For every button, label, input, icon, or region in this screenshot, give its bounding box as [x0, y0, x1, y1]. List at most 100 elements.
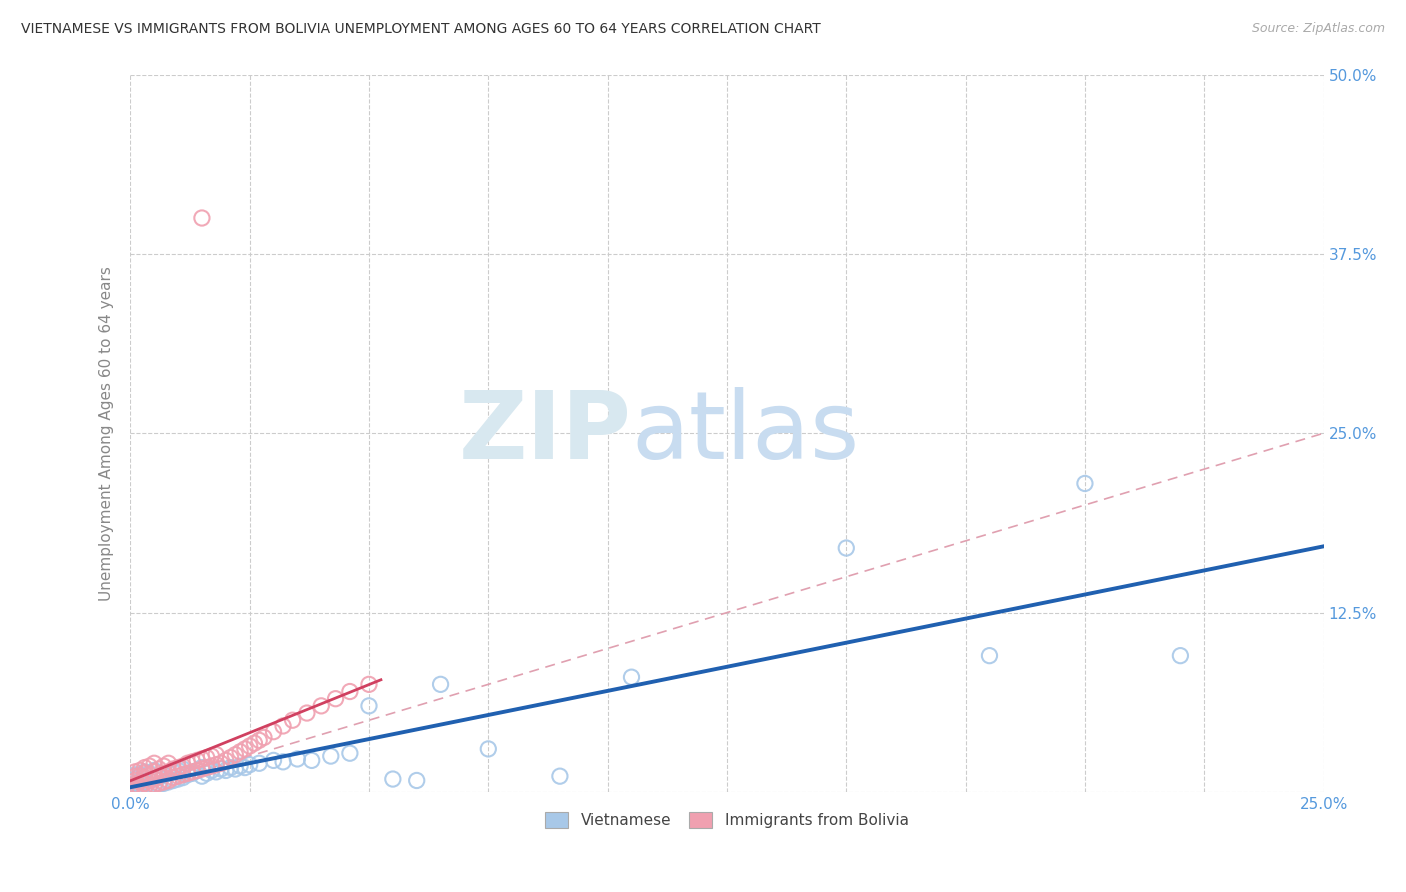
Point	[148, 769, 170, 783]
Text: ZIP: ZIP	[458, 387, 631, 479]
Point	[124, 773, 146, 788]
Point	[239, 757, 262, 772]
Point	[124, 769, 146, 783]
Point	[148, 762, 170, 776]
Point	[148, 776, 170, 790]
Point	[224, 747, 246, 762]
Point	[167, 764, 190, 778]
Point	[191, 211, 214, 225]
Point	[200, 749, 222, 764]
Point	[191, 769, 214, 783]
Point	[357, 698, 380, 713]
Point	[295, 706, 318, 720]
Point	[152, 759, 174, 773]
Point	[319, 749, 342, 764]
Point	[429, 677, 451, 691]
Point	[128, 780, 150, 795]
Point	[138, 779, 160, 793]
Point	[281, 713, 304, 727]
Point	[477, 742, 499, 756]
Point	[405, 773, 427, 788]
Point	[124, 780, 146, 795]
Point	[134, 771, 156, 785]
Point	[205, 764, 228, 779]
Point	[120, 785, 142, 799]
Point	[229, 759, 252, 773]
Point	[357, 677, 380, 691]
Point	[128, 778, 150, 792]
Point	[263, 724, 285, 739]
Point	[263, 753, 285, 767]
Point	[152, 775, 174, 789]
Point	[143, 764, 166, 778]
Point	[124, 772, 146, 786]
Point	[209, 762, 232, 776]
Point	[134, 780, 156, 795]
Point	[162, 773, 184, 788]
Point	[205, 747, 228, 762]
Point	[253, 731, 276, 745]
Point	[224, 762, 246, 776]
Point	[200, 764, 222, 778]
Point	[134, 766, 156, 780]
Point	[233, 742, 256, 756]
Point	[200, 759, 222, 773]
Point	[128, 775, 150, 789]
Point	[243, 736, 266, 750]
Point	[134, 775, 156, 789]
Legend: Vietnamese, Immigrants from Bolivia: Vietnamese, Immigrants from Bolivia	[540, 805, 915, 835]
Point	[172, 771, 194, 785]
Point	[186, 764, 208, 778]
Point	[309, 698, 332, 713]
Point	[124, 785, 146, 799]
Point	[128, 768, 150, 782]
Point	[138, 759, 160, 773]
Point	[191, 761, 214, 775]
Point	[134, 780, 156, 795]
Point	[287, 752, 309, 766]
Point	[271, 755, 294, 769]
Point	[979, 648, 1001, 663]
Point	[186, 753, 208, 767]
Point	[134, 764, 156, 779]
Point	[176, 766, 198, 780]
Point	[143, 772, 166, 786]
Point	[162, 771, 184, 785]
Point	[209, 756, 232, 771]
Point	[181, 755, 204, 769]
Point	[233, 761, 256, 775]
Point	[167, 772, 190, 786]
Point	[215, 753, 238, 767]
Point	[138, 779, 160, 793]
Point	[143, 779, 166, 793]
Point	[219, 761, 242, 775]
Point	[138, 766, 160, 780]
Point	[1074, 476, 1097, 491]
Point	[195, 750, 218, 764]
Point	[301, 753, 323, 767]
Point	[152, 776, 174, 790]
Point	[124, 776, 146, 790]
Point	[148, 771, 170, 785]
Point	[157, 773, 180, 788]
Y-axis label: Unemployment Among Ages 60 to 64 years: Unemployment Among Ages 60 to 64 years	[100, 266, 114, 600]
Point	[134, 761, 156, 775]
Point	[271, 719, 294, 733]
Point	[219, 750, 242, 764]
Point	[143, 764, 166, 779]
Point	[167, 761, 190, 775]
Point	[148, 778, 170, 792]
Point	[157, 766, 180, 780]
Point	[124, 768, 146, 782]
Point	[128, 769, 150, 783]
Point	[205, 757, 228, 772]
Point	[381, 772, 404, 786]
Point	[1170, 648, 1192, 663]
Point	[191, 752, 214, 766]
Point	[239, 739, 262, 753]
Point	[143, 772, 166, 786]
Point	[152, 768, 174, 782]
Point	[128, 773, 150, 788]
Point	[128, 782, 150, 797]
Point	[195, 766, 218, 780]
